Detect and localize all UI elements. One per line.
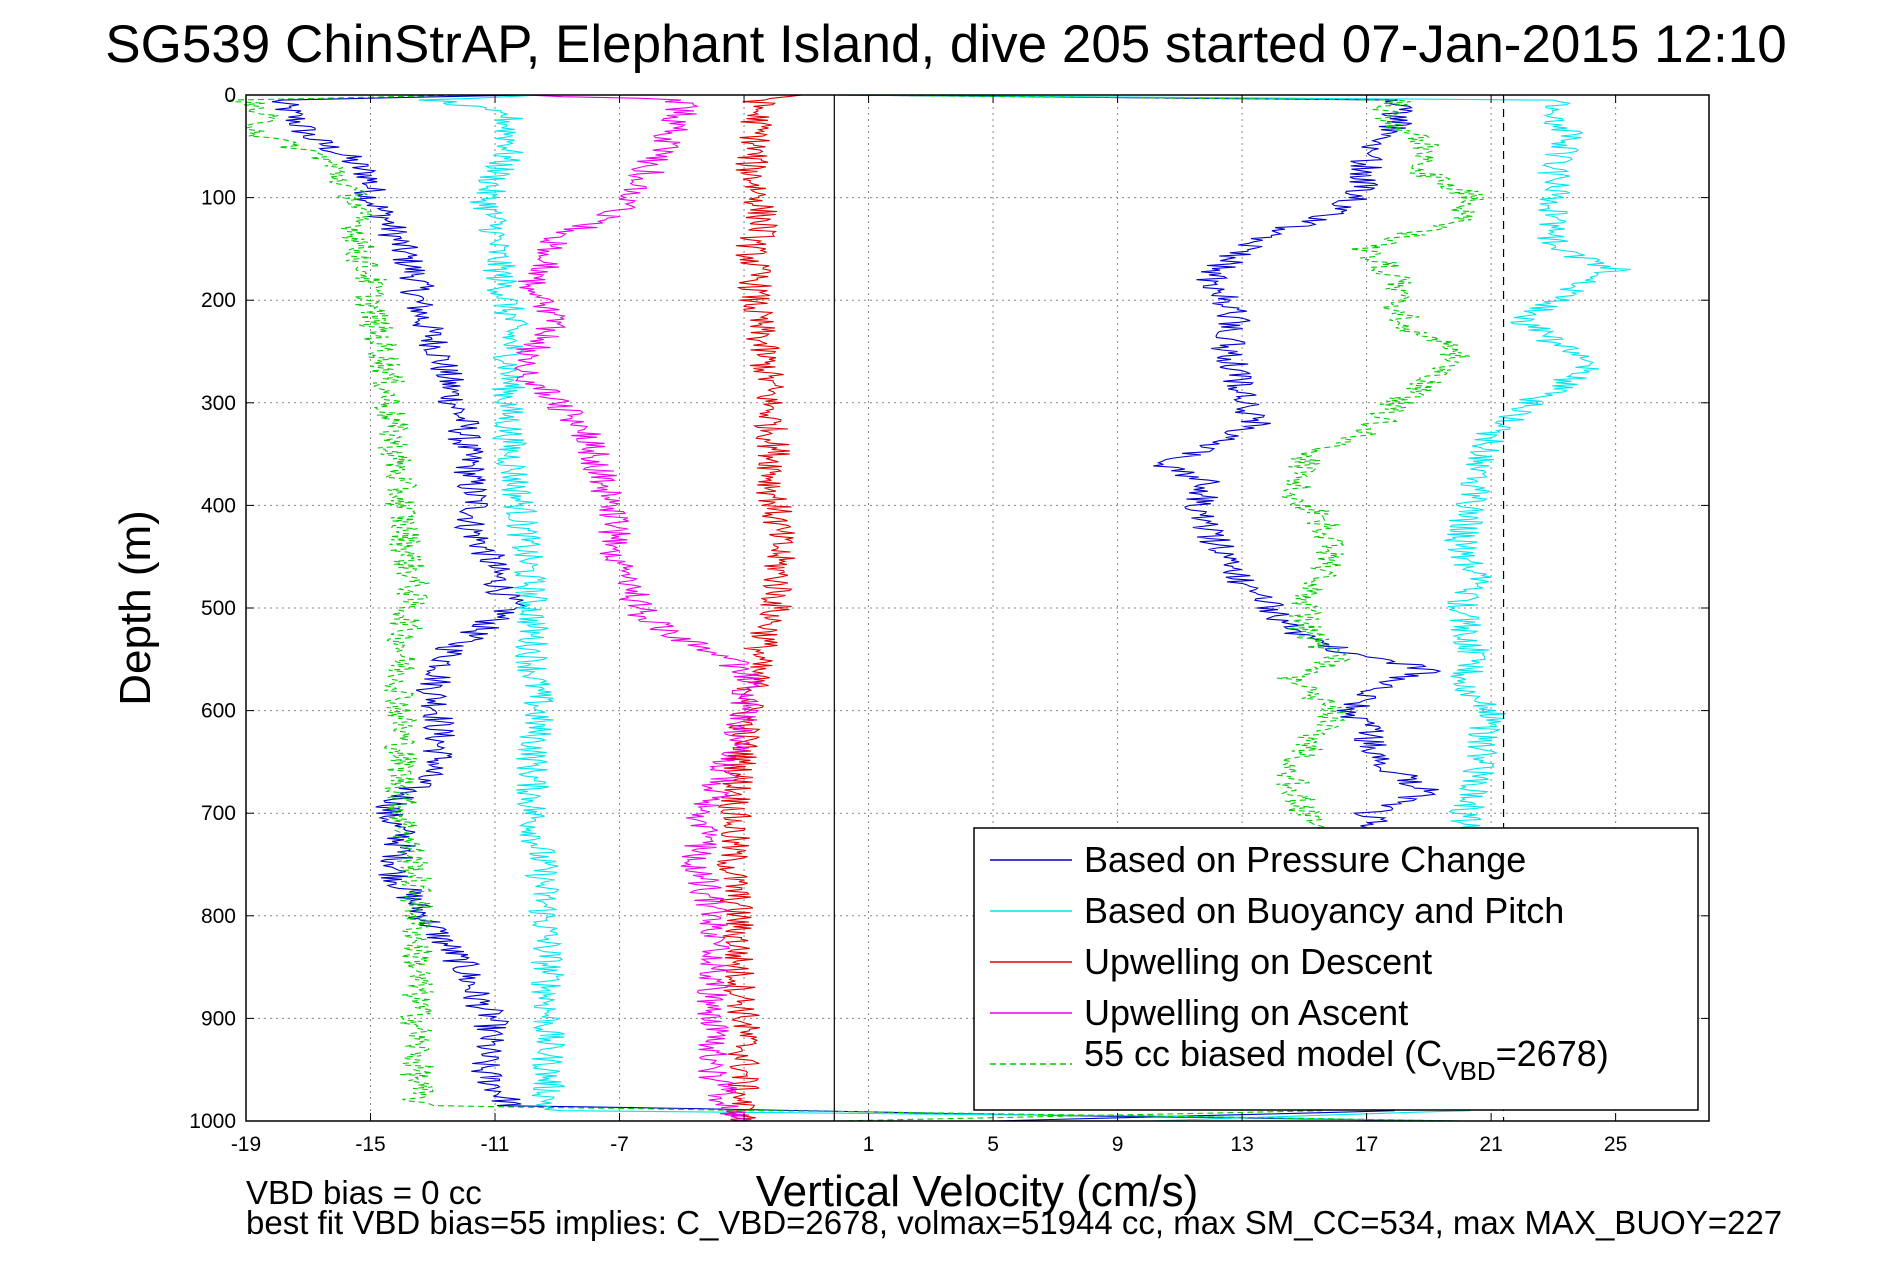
x-tick-label: -11 [481,1133,510,1156]
y-tick-label: 700 [201,802,236,825]
y-tick-label: 400 [201,494,236,517]
series-line-4 [716,94,803,1122]
tick-layer: -19 -15 -11 -7 -3 1 5 9 13 17 21 25 0 100 200 300 400 500… [189,84,1709,1156]
x-tick-label: -19 [231,1133,261,1156]
y-tick-label: 0 [224,84,236,107]
y-tick-label: 200 [201,289,236,312]
x-tick-label: -15 [355,1133,385,1156]
y-tick-label: 900 [201,1007,236,1030]
legend-label-pressure: Based on Pressure Change [1084,839,1526,880]
y-axis-label: Depth (m) [111,510,160,706]
y-tick-label: 600 [201,700,236,723]
legend-box [973,827,1699,1111]
best-fit-note: best fit VBD bias=55 implies: C_VBD=2678… [246,1204,1782,1241]
legend: Based on Pressure Change Based on Buoyan… [973,827,1699,1111]
series-line-5 [513,94,763,1122]
legend-label-model: 55 cc biased model (CVBD=2678) [1084,1033,1609,1086]
y-tick-label: 1000 [189,1110,236,1133]
vbd-bias-note: VBD bias = 0 cc [246,1174,482,1211]
x-tick-label: 9 [1112,1133,1124,1156]
series-line-2 [418,94,1461,1122]
series-line-6 [229,94,1461,1122]
legend-label-ascent: Upwelling on Ascent [1084,992,1408,1033]
x-axis-label: Vertical Velocity (cm/s) [756,1167,1199,1216]
legend-label-model-suffix: =2678) [1496,1033,1609,1074]
x-tick-label: 25 [1604,1133,1627,1156]
y-tick-label: 100 [201,187,236,210]
y-tick-label: 500 [201,597,236,620]
x-tick-label: 17 [1355,1133,1378,1156]
x-tick-label: 5 [987,1133,999,1156]
y-tick-label: 800 [201,905,236,928]
legend-label-descent: Upwelling on Descent [1084,941,1432,982]
x-tick-label: -7 [610,1133,629,1156]
legend-label-buoyancy: Based on Buoyancy and Pitch [1084,890,1564,931]
y-tick-label: 300 [201,392,236,415]
x-tick-label: -3 [735,1133,754,1156]
series-line-0 [271,94,1461,1122]
legend-label-model-sub: VBD [1442,1056,1495,1086]
chart-title: SG539 ChinStrAP, Elephant Island, dive 2… [105,15,1786,74]
x-tick-label: 1 [863,1133,875,1156]
legend-label-model-main: 55 cc biased model (C [1084,1033,1442,1074]
x-tick-label: 21 [1479,1133,1502,1156]
x-tick-label: 13 [1230,1133,1253,1156]
